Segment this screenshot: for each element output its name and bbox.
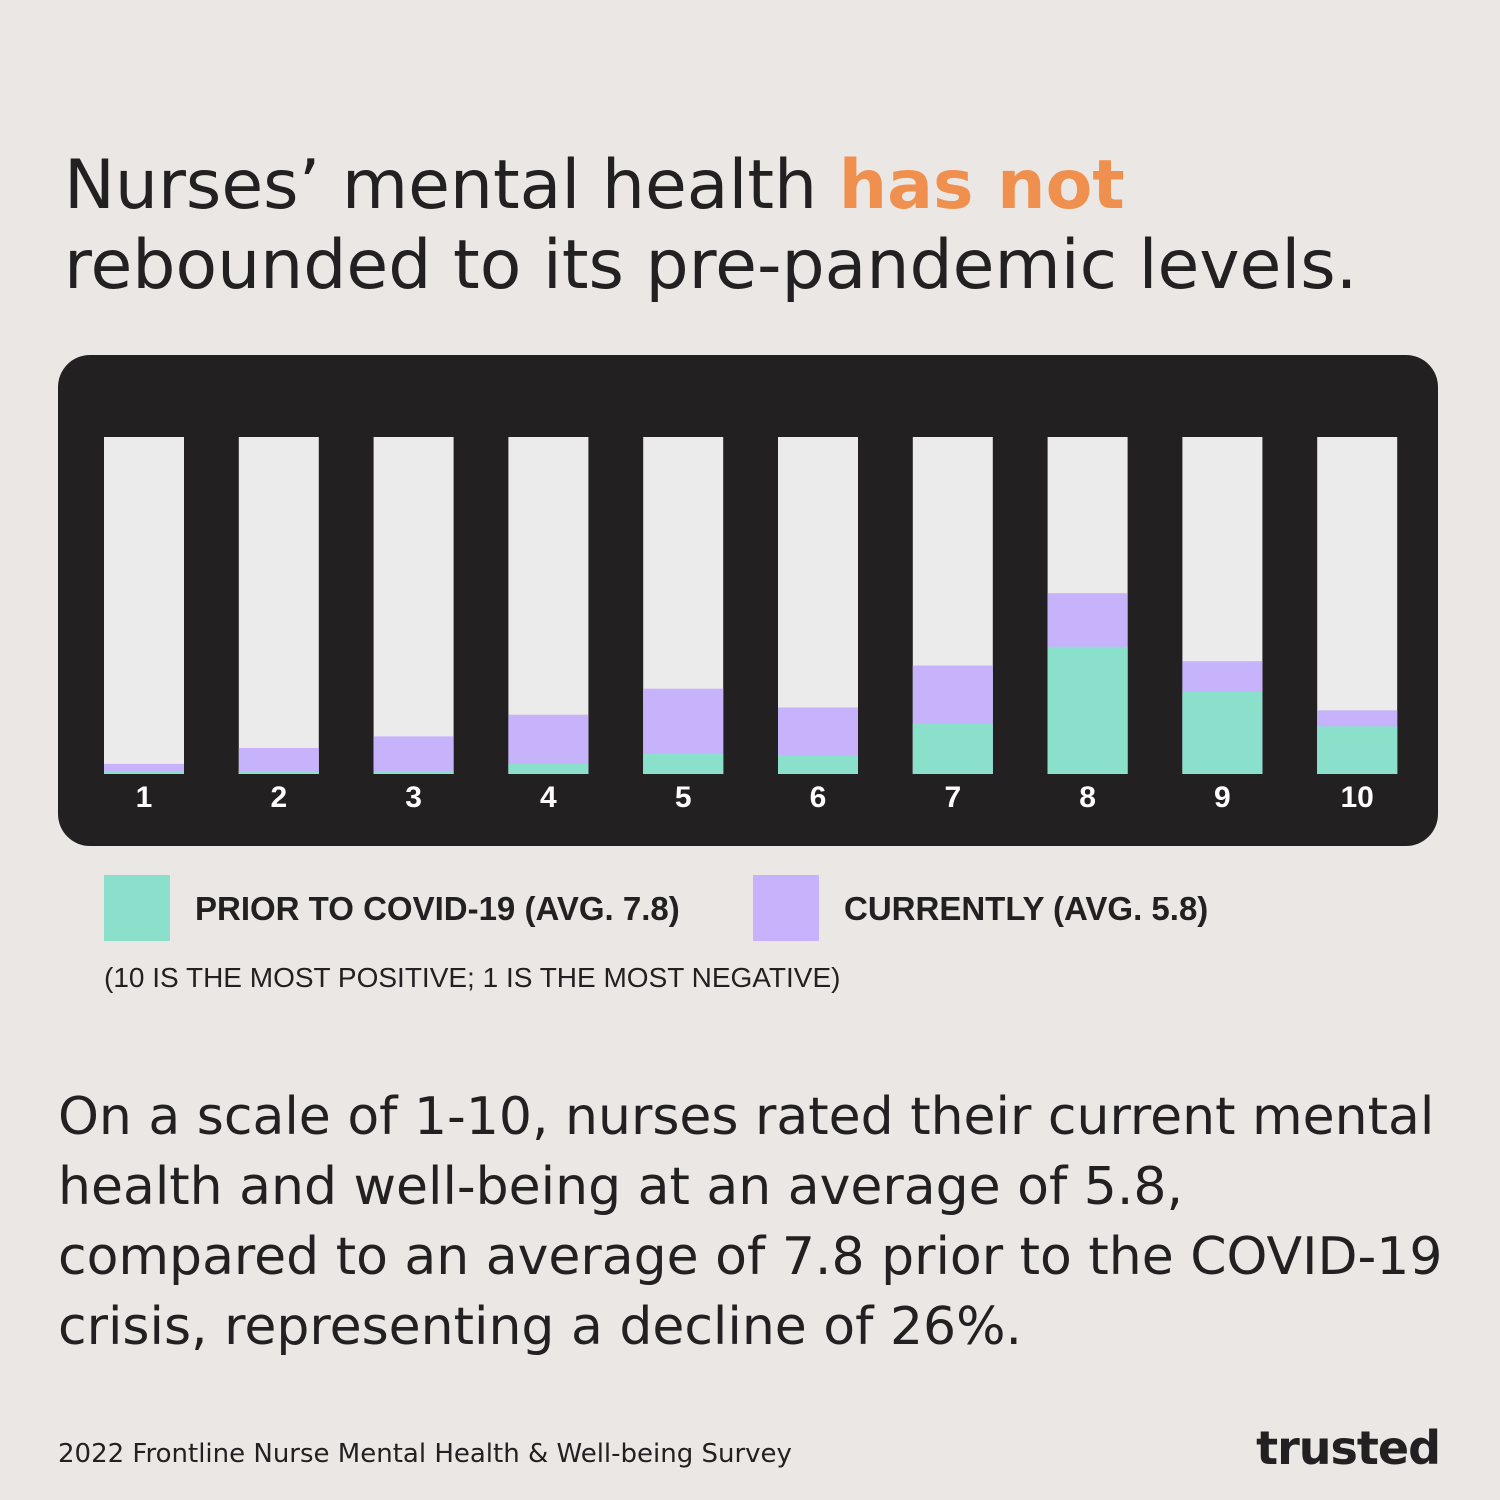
bar-prior-9 (1182, 691, 1263, 774)
bar-current-2 (238, 747, 319, 774)
x-tick-label-5: 5 (675, 781, 692, 814)
body-paragraph: On a scale of 1-10, nurses rated their c… (58, 1087, 1443, 1357)
x-tick-label-3: 3 (405, 781, 422, 814)
x-tick-label-2: 2 (270, 781, 287, 814)
legend-swatch-prior (104, 875, 170, 941)
bar-current-3 (373, 736, 454, 774)
chart-panel: 1 2 3 4 5 6 7 8 9 10 (58, 355, 1438, 846)
legend-label-current: CURRENTLY (AVG. 5.8) (844, 890, 1209, 927)
x-tick-label-6: 6 (810, 781, 827, 814)
bar-prior-10 (1317, 726, 1398, 774)
bar-track-1 (104, 437, 184, 774)
source-citation: 2022 Frontline Nurse Mental Health & Wel… (58, 1439, 792, 1469)
x-tick-label-10: 10 (1341, 781, 1374, 814)
scale-note: (10 IS THE MOST POSITIVE; 1 IS THE MOST … (104, 962, 841, 993)
bar-prior-2 (238, 771, 319, 774)
x-tick-label-4: 4 (540, 781, 557, 814)
headline-highlight: has not (838, 146, 1125, 225)
x-tick-label-7: 7 (944, 781, 961, 814)
bar-prior-3 (373, 771, 454, 774)
bar-prior-8 (1047, 646, 1128, 774)
bar-prior-7 (912, 723, 993, 774)
headline-part2: rebounded to its pre-pandemic levels. (64, 226, 1358, 305)
trusted-logo: trusted (1256, 1421, 1441, 1475)
legend-label-prior: PRIOR TO COVID-19 (AVG. 7.8) (195, 890, 680, 927)
bar-prior-4 (508, 763, 589, 774)
bar-track-2 (238, 437, 319, 774)
legend-item-current: CURRENTLY (AVG. 5.8) (753, 875, 1273, 941)
bar-current-1 (104, 763, 184, 774)
bar-track-3 (373, 437, 454, 774)
legend-swatch-current (753, 875, 819, 941)
bar-prior-5 (643, 753, 724, 774)
x-tick-label-8: 8 (1079, 781, 1096, 814)
bar-chart: 1 2 3 4 5 6 7 8 9 10 (104, 437, 1398, 814)
headline-part1: Nurses’ mental health (64, 146, 839, 225)
bar-prior-1 (104, 771, 184, 774)
legend-item-prior: PRIOR TO COVID-19 (AVG. 7.8) (104, 875, 704, 941)
headline: Nurses’ mental health has not rebounded … (64, 146, 1464, 306)
x-tick-label-1: 1 (136, 781, 153, 814)
x-tick-label-9: 9 (1214, 781, 1231, 814)
bar-prior-6 (778, 755, 858, 774)
